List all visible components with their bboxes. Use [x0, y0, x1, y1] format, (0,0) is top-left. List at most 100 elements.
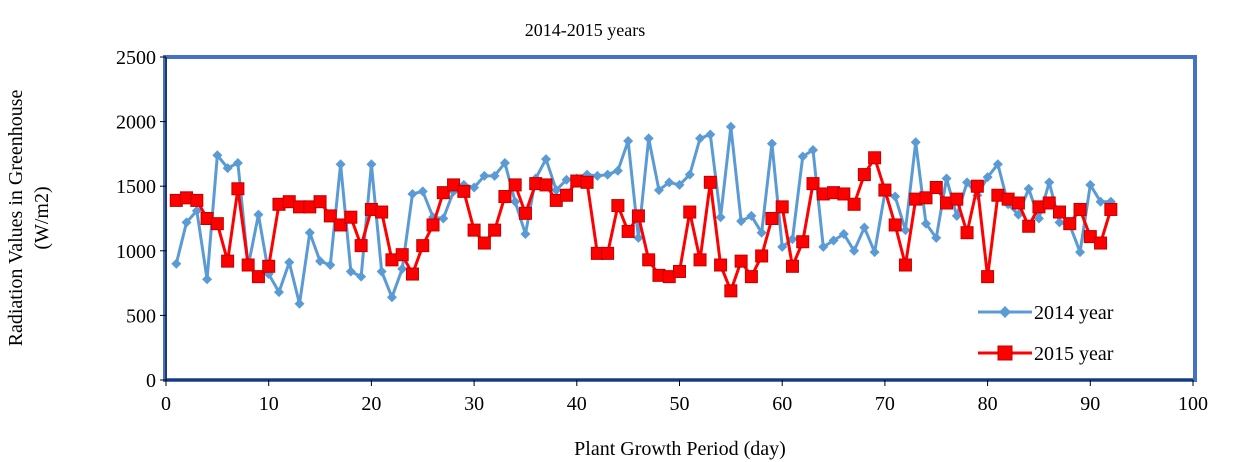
legend-label-2014: 2014 year: [1034, 302, 1114, 324]
data-point-diamond: [489, 170, 500, 181]
data-point-square: [806, 177, 820, 191]
data-point-square: [642, 253, 656, 267]
x-tick-label: 90: [1080, 393, 1100, 415]
data-point-square: [334, 218, 348, 232]
data-point-diamond: [232, 157, 243, 168]
data-point-square: [673, 264, 686, 278]
y-tick-label: 1000: [116, 241, 156, 263]
data-point-diamond: [653, 185, 664, 196]
series-2014-year: [171, 121, 1116, 309]
legend-square-marker-2015: [997, 345, 1013, 361]
data-point-square: [888, 218, 902, 232]
y-axis: 0 500 1000 1500 2000 2500: [116, 47, 167, 392]
data-point-square: [436, 186, 450, 200]
data-point-square: [426, 218, 440, 232]
data-point-square: [1104, 202, 1118, 216]
data-point-square: [323, 209, 337, 223]
data-point-diamond: [325, 260, 336, 271]
data-point-diamond: [212, 150, 223, 161]
y-tick-label: 2000: [116, 112, 156, 134]
data-point-diamond: [1033, 213, 1044, 224]
data-point-square: [703, 175, 717, 189]
data-point-diamond: [941, 173, 952, 184]
data-point-diamond: [315, 256, 326, 267]
data-point-square: [847, 197, 861, 211]
data-point-square: [1052, 205, 1066, 219]
data-point-square: [241, 258, 255, 272]
legend: 2014 year 2015 year: [978, 302, 1114, 365]
data-point-square: [601, 246, 615, 260]
y-axis-title-line1: Radiation Values in Greenhouse: [5, 89, 27, 346]
data-point-diamond: [479, 170, 490, 181]
data-point-square: [1063, 217, 1077, 231]
y-axis-title-line2: (W/m2): [31, 186, 53, 249]
data-point-diamond: [828, 235, 839, 246]
data-point-square: [724, 284, 738, 298]
y-tick-label: 2500: [116, 47, 156, 69]
data-point-square: [1022, 219, 1036, 233]
data-point-diamond: [633, 232, 644, 243]
data-point-diamond: [931, 232, 942, 243]
data-point-diamond: [736, 216, 747, 227]
data-point-diamond: [766, 138, 777, 149]
legend-entry-2014: 2014 year: [978, 302, 1114, 324]
data-point-diamond: [273, 287, 284, 298]
data-point-square: [611, 199, 625, 213]
data-point-square: [313, 195, 327, 209]
data-point-square: [775, 200, 789, 214]
data-point-square: [467, 223, 481, 237]
data-point-square: [221, 254, 235, 268]
data-point-diamond: [407, 188, 418, 199]
data-point-square: [960, 226, 974, 240]
data-point-diamond: [684, 169, 695, 180]
data-point-diamond: [808, 145, 819, 156]
data-point-square: [631, 209, 645, 223]
data-point-square: [405, 267, 419, 281]
data-point-square: [868, 151, 882, 165]
data-point-square: [1042, 196, 1056, 210]
data-point-diamond: [171, 258, 182, 269]
data-point-square: [251, 270, 265, 284]
x-axis-title: Plant Growth Period (day): [574, 438, 786, 460]
data-point-diamond: [592, 170, 603, 181]
data-point-diamond: [304, 227, 315, 238]
data-point-diamond: [438, 213, 449, 224]
x-axis: 0 10 20 30 40 50 60 70 80 90 100: [161, 379, 1208, 415]
data-point-diamond: [612, 165, 623, 176]
y-tick-label: 1500: [116, 176, 156, 198]
data-point-square: [734, 254, 748, 268]
data-point-square: [231, 182, 245, 196]
data-point-square: [981, 270, 995, 284]
data-point-diamond: [222, 163, 233, 174]
x-tick-label: 60: [772, 393, 792, 415]
data-point-diamond: [890, 191, 901, 202]
legend-label-2015: 2015 year: [1034, 343, 1114, 365]
data-point-square: [950, 192, 964, 206]
chart-title: 2014-2015 years: [525, 20, 645, 40]
data-point-square: [508, 178, 522, 192]
data-point-diamond: [777, 241, 788, 252]
data-point-diamond: [1075, 247, 1086, 258]
series-line-2014-year: [174, 125, 1111, 306]
data-point-square: [1011, 196, 1025, 210]
data-point-diamond: [469, 182, 480, 193]
data-point-diamond: [982, 172, 993, 183]
data-point-diamond: [715, 212, 726, 223]
data-point-diamond: [705, 129, 716, 140]
x-tick-label: 40: [567, 393, 587, 415]
data-point-diamond: [849, 245, 860, 256]
data-point-square: [837, 187, 851, 201]
data-point-square: [714, 258, 728, 272]
data-point-diamond: [386, 292, 397, 303]
data-point-diamond: [510, 196, 521, 207]
data-point-diamond: [366, 159, 377, 170]
data-point-diamond: [335, 159, 346, 170]
data-point-square: [929, 180, 943, 194]
data-point-diamond: [551, 185, 562, 196]
data-point-square: [477, 236, 491, 250]
data-point-square: [898, 258, 912, 272]
data-point-square: [498, 190, 512, 204]
data-point-square: [457, 184, 471, 198]
data-point-square: [262, 259, 276, 273]
series-2015-year: [169, 151, 1118, 298]
